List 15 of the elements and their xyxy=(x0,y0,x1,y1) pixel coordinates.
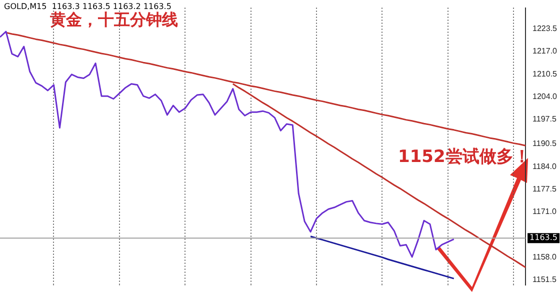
y-tick-label: 1171.0 xyxy=(532,207,557,216)
y-tick-label: 1217.0 xyxy=(532,46,558,56)
y-tick-label: 1190.5 xyxy=(532,139,557,148)
y-tick-label: 1204.0 xyxy=(532,92,558,101)
annotation: 1152尝试做多！ xyxy=(398,146,530,168)
y-tick-label: 1210.5 xyxy=(532,69,558,78)
annotation: 黄金，十五分钟线 xyxy=(50,10,178,31)
y-tick-label: 1177.5 xyxy=(532,184,557,194)
chart-title: GOLD,M15 1163.3 1163.5 1163.2 1163.5 xyxy=(4,2,172,11)
y-tick-label: 1151.5 xyxy=(532,275,557,284)
y-tick-label: 1158.0 xyxy=(532,252,557,262)
y-tick-label: 1197.5 xyxy=(532,114,557,124)
y-tick-label: 1184.0 xyxy=(532,162,557,171)
y-tick-label: 1223.5 xyxy=(532,24,558,33)
ref-line-label: 1163.5 xyxy=(530,233,558,242)
